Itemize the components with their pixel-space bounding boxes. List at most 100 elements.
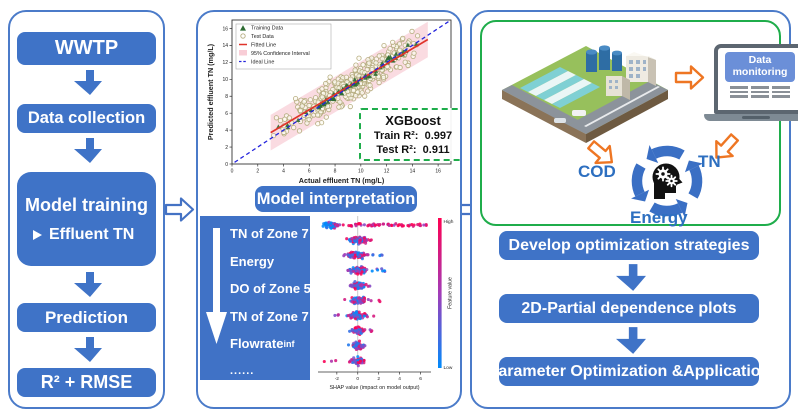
flowrate-base: Flowrate xyxy=(230,336,284,352)
svg-text:0: 0 xyxy=(231,169,234,175)
svg-text:12: 12 xyxy=(222,60,228,66)
step-label: Prediction xyxy=(44,307,129,327)
svg-text:4: 4 xyxy=(225,128,228,134)
svg-text:Ideal Line: Ideal Line xyxy=(251,60,274,66)
y-axis-label: Predicted effluent TN (mg/L) xyxy=(206,43,215,140)
laptop-base xyxy=(704,114,798,121)
down-arrow-white-icon xyxy=(206,228,227,344)
flowrate-subscript: inf xyxy=(283,338,295,349)
axis-ticks: -2 0 2 4 6 xyxy=(335,372,422,382)
colorbar-high-label: High xyxy=(444,219,454,225)
x-axis-label: Actual effluent TN (mg/L) xyxy=(299,176,385,185)
svg-text:4: 4 xyxy=(398,376,401,382)
train-r2-label: Train R²: xyxy=(373,130,419,142)
step-sublabel-row: Effluent TN xyxy=(17,226,134,244)
svg-text:8: 8 xyxy=(334,169,337,175)
orange-right-arrow-icon xyxy=(674,65,705,90)
legend: Training Data Test Data Fitted Line 95% Con… xyxy=(235,23,332,70)
svg-text:12: 12 xyxy=(384,169,390,175)
down-arrow-icon xyxy=(616,327,646,354)
brain-head-icon xyxy=(652,163,683,199)
arrowhead-bullet-icon xyxy=(33,229,42,240)
laptop-illustration: Data monitoring xyxy=(704,44,798,121)
shap-feature-list: TN of Zone 7 Energy DO of Zone 5 TN of Z… xyxy=(230,220,311,385)
svg-text:6: 6 xyxy=(308,169,311,175)
step-2d-pdp: 2D-Partial dependence plots xyxy=(499,294,759,323)
energy-label: Energy xyxy=(630,208,688,227)
flow-right-arrow-icon xyxy=(164,197,195,222)
optimization-cycle-icon xyxy=(631,145,703,217)
svg-text:6: 6 xyxy=(419,376,422,382)
step-develop-strategies: Develop optimization strategies xyxy=(499,231,759,260)
laptop-screen: Data monitoring xyxy=(714,44,798,114)
colorbar xyxy=(438,218,442,368)
svg-text:16: 16 xyxy=(222,26,228,32)
svg-text:2: 2 xyxy=(377,376,380,382)
test-r2-label: Test R²: xyxy=(376,144,417,156)
svg-text:8: 8 xyxy=(225,94,228,100)
scatter-plot: 0 2 4 6 8 10 12 14 16 0 2 4 6 8 10 12 14 16 Actual effluen… xyxy=(205,16,457,188)
down-arrow-icon xyxy=(74,138,102,163)
test-r2-line: Test R²: 0.911 xyxy=(365,144,460,156)
svg-text:0: 0 xyxy=(356,376,359,382)
shap-feature-panel: TN of Zone 7 Energy DO of Zone 5 TN of Z… xyxy=(200,216,311,380)
data-monitoring-label: Data monitoring xyxy=(725,52,795,82)
axis-ticks: 0 2 4 6 8 10 12 14 16 0 2 4 6 8 10 12 14 16 xyxy=(222,26,441,174)
svg-text:-2: -2 xyxy=(335,376,340,382)
plot-frame xyxy=(231,19,452,165)
down-arrow-icon xyxy=(74,70,102,95)
shap-feature: DO of Zone 5 xyxy=(230,281,311,297)
step-data-collection: Data collection xyxy=(17,104,156,133)
orange-down-right-arrow-icon xyxy=(587,140,614,165)
model-interpretation-panel: 0 2 4 6 8 10 12 14 16 0 2 4 6 8 10 12 14 16 Actual effluen… xyxy=(196,10,462,409)
shap-feature: Energy xyxy=(230,253,275,269)
tn-label: TN xyxy=(698,152,721,171)
svg-text:16: 16 xyxy=(435,169,441,175)
step-label: Data collection xyxy=(27,109,146,127)
step-label: WWTP xyxy=(54,37,119,59)
colorbar-title: Feature value xyxy=(448,277,454,309)
monitoring-cycle-box: Data monitoring COD TN Energy xyxy=(480,20,798,227)
fitted-line xyxy=(270,38,429,134)
laptop-text-lines xyxy=(730,86,790,98)
shap-feature: TN of Zone 7 xyxy=(230,226,309,242)
step-label: R² + RMSE xyxy=(40,372,133,392)
svg-text:4: 4 xyxy=(282,169,285,175)
colorbar-low-label: Low xyxy=(444,365,453,371)
cod-label: COD xyxy=(578,162,616,181)
shap-feature: TN of Zone 7 xyxy=(230,308,309,324)
down-arrow-icon xyxy=(616,264,646,291)
svg-text:Training Data: Training Data xyxy=(251,26,283,32)
step-label: Model training xyxy=(25,194,148,215)
ideal-line xyxy=(234,21,449,163)
svg-text:0: 0 xyxy=(225,162,228,168)
svg-text:Fitted Line: Fitted Line xyxy=(251,43,276,49)
wwtp-illustration xyxy=(502,45,668,143)
svg-text:10: 10 xyxy=(222,77,228,83)
step-r2-rmse: R² + RMSE xyxy=(17,368,156,397)
shap-feature-flowrate: Flowrate inf xyxy=(230,330,308,358)
step-prediction: Prediction xyxy=(17,303,156,332)
step-parameter-optimization: Parameter Optimization &Application xyxy=(488,357,770,386)
down-arrow-icon xyxy=(74,337,102,362)
xgboost-stats-box: XGBoost Train R²: 0.997 Test R²: 0.911 xyxy=(359,108,460,161)
model-interpretation-label: Model interpretation xyxy=(255,186,417,212)
step-sublabel: Effluent TN xyxy=(49,225,135,243)
train-r2-line: Train R²: 0.997 xyxy=(365,130,460,142)
svg-text:14: 14 xyxy=(410,169,416,175)
svg-text:2: 2 xyxy=(256,169,259,175)
svg-text:14: 14 xyxy=(222,43,228,49)
train-r2-value: 0.997 xyxy=(424,130,453,142)
left-workflow-panel: WWTP Data collection Model training Effl… xyxy=(8,10,165,409)
svg-text:10: 10 xyxy=(358,169,364,175)
beeswarm-dots xyxy=(321,220,428,368)
cycle-arrows xyxy=(631,145,703,217)
svg-text:2: 2 xyxy=(225,145,228,151)
orange-down-left-arrow-icon xyxy=(715,133,740,159)
svg-text:Test Data: Test Data xyxy=(251,34,274,40)
test-r2-value: 0.911 xyxy=(422,144,450,156)
model-name: XGBoost xyxy=(385,113,441,128)
step-wwtp: WWTP xyxy=(17,32,156,65)
